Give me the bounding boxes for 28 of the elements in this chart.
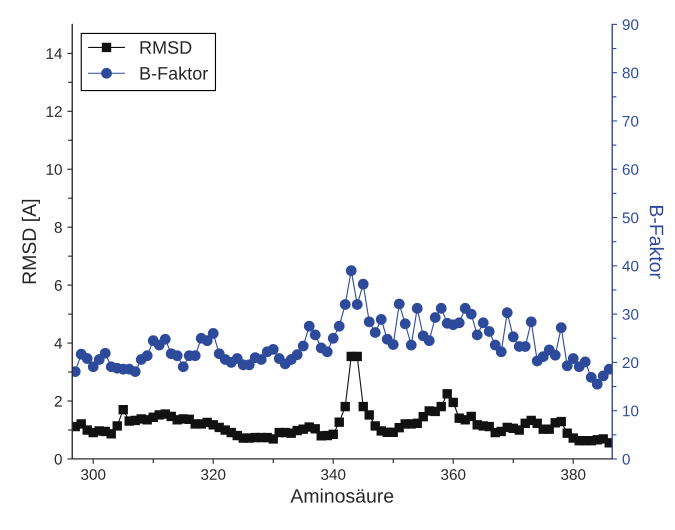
y-tick-label: 12 [46, 106, 62, 117]
y-tick-label: 10 [46, 164, 62, 175]
y2-tick-label: 90 [622, 19, 638, 30]
y2-tick-label: 20 [622, 357, 638, 368]
x-axis-title: Aminosäure [290, 488, 394, 503]
y2-tick-label: 50 [622, 212, 638, 224]
legend-label: B-Faktor [140, 66, 208, 80]
y-tick-label: 14 [46, 48, 62, 59]
y2-tick-label: 30 [622, 308, 638, 320]
y-tick-label: 0 [54, 454, 62, 465]
y2-tick-label: 0 [622, 454, 630, 465]
legend-label: RMSD [140, 41, 192, 54]
y2-tick-label: 60 [622, 164, 638, 175]
x-tick-label: 340 [321, 469, 346, 480]
y2-tick-label: 40 [622, 260, 638, 272]
y2-tick-label: 10 [623, 406, 638, 416]
y2-axis-title: B-Faktor [650, 206, 664, 279]
y-tick-label: 2 [54, 396, 62, 407]
y2-tick-label: 80 [622, 68, 638, 78]
y-tick-label: 8 [54, 222, 62, 233]
x-tick-label: 320 [201, 469, 226, 480]
x-tick-label: 300 [81, 469, 106, 480]
x-tick-label: 360 [441, 469, 466, 480]
y-tick-label: 6 [54, 280, 62, 291]
y-tick-label: 4 [54, 338, 62, 349]
x-tick-label: 380 [561, 469, 586, 480]
y2-tick-label: 70 [622, 116, 638, 127]
y-axis-title: RMSD [A] [22, 200, 40, 284]
